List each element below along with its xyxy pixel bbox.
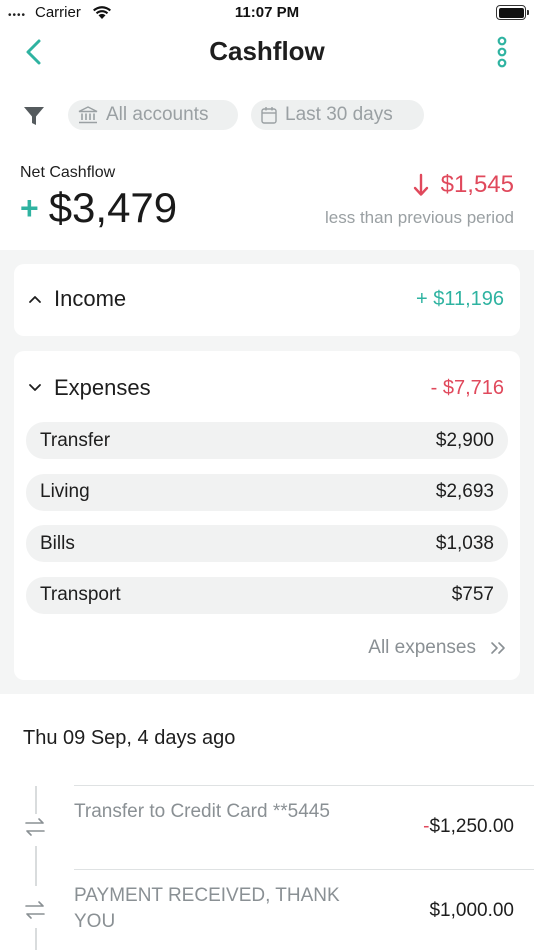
navigation-bar: Cashflow [0,26,534,80]
transfer-arrows-icon [25,818,45,836]
transaction-amount: -$1,250.00 [423,816,514,838]
plus-sign: + [20,189,39,226]
transaction-row[interactable]: PAYMENT RECEIVED, THANK YOU $1,000.00 [74,869,534,950]
expense-category-amount: $2,693 [435,481,494,502]
filter-funnel-icon[interactable] [22,104,46,128]
filter-row: All accounts Last 30 days [0,98,534,132]
transaction-sign: - [423,816,430,837]
transaction-amount-value: $1,250.00 [429,816,514,837]
expenses-total: - $7,716 [430,377,504,399]
timeline-line [35,786,37,814]
net-cashflow-amount: $3,479 [48,184,178,231]
carrier-label: Carrier [35,4,81,21]
chevron-up-icon [29,296,41,303]
expense-category-label: Bills [40,532,75,554]
status-bar: •••• Carrier 11:07 PM [0,0,534,26]
expense-category-amount: $2,900 [435,429,494,451]
expense-category-list: Transfer $2,900 Living $2,693 Bills $1,0… [26,422,508,628]
back-chevron-icon[interactable] [20,36,48,68]
signal-icon: •••• [8,10,27,21]
period-change-caption: less than previous period [324,208,514,227]
all-expenses-link[interactable]: All expenses [368,637,506,659]
income-card: Income + $11,196 [14,264,520,336]
accounts-filter-chip[interactable]: All accounts [68,100,238,130]
all-expenses-label: All expenses [368,637,476,658]
expense-category-label: Living [40,481,90,502]
transaction-amount: $1,000.00 [429,900,514,922]
transaction-description: Transfer to Credit Card **5445 [74,801,330,822]
wifi-icon [93,6,111,19]
expense-row-bills[interactable]: Bills $1,038 [26,525,508,562]
page-title: Cashflow [209,36,325,66]
expense-category-label: Transfer [40,429,111,451]
expenses-header[interactable]: Expenses - $7,716 [14,351,520,423]
period-change: $1,545 [413,171,514,199]
bank-icon [78,106,98,124]
expenses-card: Expenses - $7,716 Transfer $2,900 Living… [14,351,520,680]
transfer-arrows-icon [25,901,45,919]
expense-category-amount: $757 [451,584,494,605]
expenses-title: Expenses [54,375,151,400]
arrow-down-icon [413,173,428,196]
expense-row-living[interactable]: Living $2,693 [26,473,508,511]
transaction-row[interactable]: Transfer to Credit Card **5445 -$1,250.0… [74,785,534,869]
timeline-line [35,928,37,950]
income-title: Income [54,286,127,311]
more-options-icon[interactable] [490,36,514,70]
net-cashflow-label: Net Cashflow [20,164,116,181]
expense-category-amount: $1,038 [435,532,494,554]
transaction-amount-value: $1,000.00 [429,900,514,921]
expense-row-transfer[interactable]: Transfer $2,900 [26,422,508,459]
expense-row-transport[interactable]: Transport $757 [26,576,508,614]
double-chevron-right-icon [491,642,505,654]
income-header[interactable]: Income + $11,196 [14,264,520,336]
timeline-line [35,846,37,886]
breakdown-panel: Income + $11,196 Expenses - $7,716 Trans… [0,250,534,694]
clock: 11:07 PM [234,4,300,21]
period-filter-label: Last 30 days [285,104,393,125]
calendar-icon [261,107,277,124]
net-cashflow-value: + $3,479 [20,184,177,232]
income-total: + $11,196 [415,288,504,310]
transactions-date-header: Thu 09 Sep, 4 days ago [23,727,236,749]
battery-icon [496,5,529,20]
accounts-filter-label: All accounts [106,104,209,125]
period-filter-chip[interactable]: Last 30 days [251,100,424,130]
transaction-description: PAYMENT RECEIVED, THANK YOU [74,885,340,932]
expense-category-label: Transport [40,584,121,605]
period-change-amount: $1,545 [440,171,514,198]
chevron-down-icon [29,384,41,391]
